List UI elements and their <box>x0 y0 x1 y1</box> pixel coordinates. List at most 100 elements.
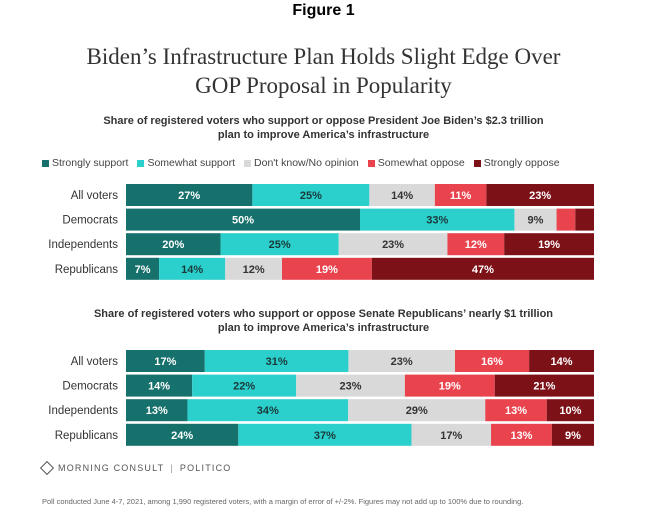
bar-all-voters-strongly-oppose <box>486 184 594 206</box>
data-label-republicans-somewhat-support: 14% <box>181 264 203 276</box>
data-label-all-voters-somewhat-support: 25% <box>300 190 322 202</box>
data-label-republicans-strongly-support: 7% <box>135 264 151 276</box>
data-label-independents-dont-know: 29% <box>406 405 428 417</box>
bar-republicans-strongly-oppose <box>371 257 594 280</box>
chart-2-subtitle-line-1: Share of registered voters who support o… <box>93 308 554 320</box>
footer-logo: MORNING CONSULT | POLITICO <box>39 460 232 476</box>
data-label-all-voters-dont-know: 14% <box>391 190 413 202</box>
category-label-democrats: Democrats <box>62 215 118 227</box>
category-label-independents: Independents <box>48 239 118 251</box>
chart-title: Biden’s Infrastructure Plan Holds Slight… <box>40 42 607 100</box>
data-label-democrats-dont-know: 23% <box>340 381 362 393</box>
data-label-independents-somewhat-oppose: 13% <box>505 405 527 417</box>
chart-title-line-2: GOP Proposal in Popularity <box>195 73 452 98</box>
bar-all-voters-somewhat-oppose <box>434 184 487 206</box>
category-label-all-voters: All voters <box>71 190 119 202</box>
data-label-republicans-somewhat-oppose: 13% <box>510 430 532 442</box>
bar-democrats-strongly-support <box>126 374 193 397</box>
legend-label-dont-know: Don't know/No opinion <box>254 157 359 169</box>
chart-title-line-1: Biden’s Infrastructure Plan Holds Slight… <box>86 44 561 69</box>
bar-republicans-strongly-support <box>126 257 160 280</box>
data-label-all-voters-strongly-support: 27% <box>178 190 200 202</box>
data-label-republicans-dont-know: 17% <box>440 430 462 442</box>
legend-swatch-strongly-support <box>42 159 49 167</box>
data-label-republicans-dont-know: 12% <box>243 264 265 276</box>
data-label-democrats-somewhat-support: 33% <box>426 215 448 227</box>
bar-democrats-somewhat-oppose <box>556 208 576 231</box>
legend-item-strongly-oppose: Strongly oppose <box>473 157 560 169</box>
data-label-all-voters-strongly-oppose: 14% <box>551 356 573 368</box>
chart-2-subtitle-line-2: plan to improve America’s infrastructure <box>217 322 430 334</box>
data-label-republicans-somewhat-support: 37% <box>314 430 336 442</box>
bar-republicans-somewhat-oppose <box>491 423 552 446</box>
legend-label-somewhat-support: Somewhat support <box>147 157 236 169</box>
footer-separator: | <box>170 463 174 473</box>
chart-1-subtitle-line-1: Share of registered voters who support o… <box>103 115 544 127</box>
data-label-independents-somewhat-support: 34% <box>257 405 279 417</box>
data-label-republicans-somewhat-oppose: 19% <box>316 264 338 276</box>
legend-swatch-strongly-oppose <box>473 159 481 167</box>
chart-1-subtitle: Share of registered voters who support o… <box>60 114 587 142</box>
bar-democrats-somewhat-support <box>360 208 515 231</box>
data-label-independents-strongly-oppose: 10% <box>559 405 581 417</box>
data-label-all-voters-strongly-support: 17% <box>154 356 176 368</box>
bar-all-voters-somewhat-support <box>204 350 349 372</box>
legend-swatch-somewhat-oppose <box>367 159 375 167</box>
bar-democrats-strongly-oppose <box>575 208 594 231</box>
bar-democrats-strongly-support <box>126 208 360 231</box>
legend-label-strongly-support: Strongly support <box>52 157 129 169</box>
bar-all-voters-strongly-support <box>126 350 205 372</box>
data-label-independents-strongly-oppose: 19% <box>538 239 560 251</box>
legend-item-strongly-support: Strongly support <box>42 157 128 169</box>
bar-independents-somewhat-support <box>187 399 349 422</box>
bar-republicans-dont-know <box>411 423 492 446</box>
bar-all-voters-dont-know <box>348 350 455 372</box>
legend-label-strongly-oppose: Strongly oppose <box>483 157 560 169</box>
data-label-democrats-somewhat-support: 22% <box>233 381 255 393</box>
legend-swatch-dont-know <box>244 159 252 167</box>
data-label-independents-dont-know: 23% <box>382 239 404 251</box>
data-label-democrats-dont-know: 9% <box>528 215 544 227</box>
category-label-independents: Independents <box>48 405 118 417</box>
bar-independents-dont-know <box>348 399 486 422</box>
category-label-republicans: Republicans <box>55 264 119 276</box>
legend-label-somewhat-oppose: Somewhat oppose <box>377 157 465 169</box>
chart-2-subtitle: Share of registered voters who support o… <box>60 307 587 335</box>
category-label-democrats: Democrats <box>62 381 118 393</box>
legend-item-dont-know: Don't know/No opinion <box>244 157 359 169</box>
bar-independents-somewhat-oppose <box>485 399 547 422</box>
data-label-democrats-strongly-oppose: 21% <box>533 381 555 393</box>
bar-democrats-dont-know <box>514 208 557 231</box>
bar-republicans-strongly-oppose <box>551 423 594 446</box>
category-label-republicans: Republicans <box>55 430 119 442</box>
bar-all-voters-somewhat-support <box>252 184 370 206</box>
data-label-republicans-strongly-oppose: 47% <box>472 264 494 276</box>
politico-logo-text: POLITICO <box>179 463 232 473</box>
data-label-democrats-strongly-support: 14% <box>148 381 170 393</box>
bar-all-voters-strongly-support <box>126 184 253 206</box>
data-label-republicans-strongly-oppose: 9% <box>565 430 581 442</box>
bar-all-voters-somewhat-oppose <box>454 350 530 372</box>
bar-independents-dont-know <box>338 233 448 256</box>
bar-republicans-strongly-support <box>126 423 239 446</box>
bar-democrats-strongly-oppose <box>494 374 594 397</box>
data-label-all-voters-dont-know: 23% <box>391 356 413 368</box>
bar-independents-somewhat-support <box>220 233 339 256</box>
legend-item-somewhat-oppose: Somewhat oppose <box>367 157 465 169</box>
data-label-republicans-strongly-support: 24% <box>171 430 193 442</box>
morning-consult-logo-text: MORNING CONSULT <box>58 463 165 473</box>
figure-label: Figure 1 <box>292 2 355 19</box>
data-label-independents-strongly-support: 20% <box>162 239 184 251</box>
data-label-independents-strongly-support: 13% <box>146 405 168 417</box>
bar-independents-strongly-oppose <box>504 233 594 256</box>
bar-democrats-somewhat-oppose <box>404 374 495 397</box>
bar-independents-strongly-oppose <box>546 399 594 422</box>
legend-swatch-somewhat-support <box>137 159 145 167</box>
legend: Strongly support Somewhat support Don't … <box>42 157 560 169</box>
morning-consult-logo-icon <box>39 460 55 476</box>
bar-democrats-somewhat-support <box>192 374 297 397</box>
data-label-democrats-strongly-support: 50% <box>232 215 254 227</box>
data-label-all-voters-strongly-oppose: 23% <box>529 190 551 202</box>
bar-all-voters-strongly-oppose <box>529 350 594 372</box>
